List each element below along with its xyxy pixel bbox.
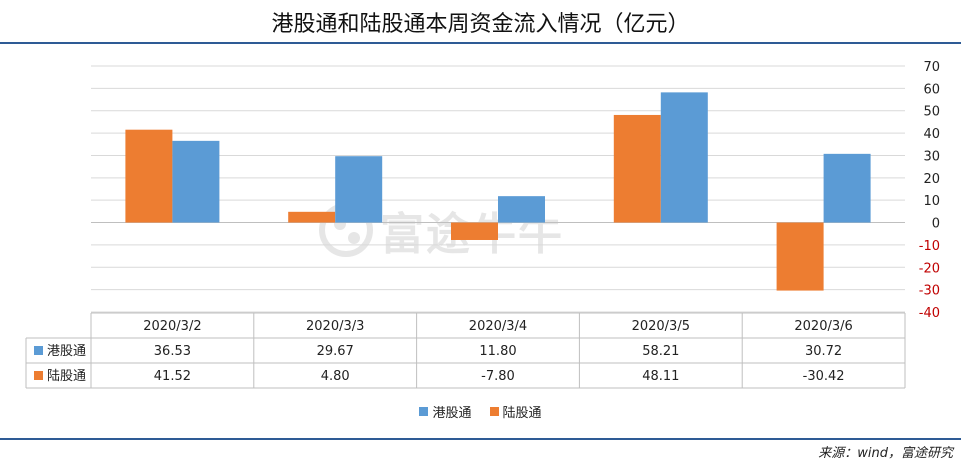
data-label: 41.52 — [154, 369, 191, 384]
y-tick-label: 20 — [923, 172, 940, 187]
data-label: 48.11 — [642, 369, 679, 384]
data-label: 11.80 — [479, 344, 516, 359]
bar-ganggutong — [823, 153, 871, 223]
x-tick-label: 2020/3/5 — [632, 319, 690, 334]
x-tick-label: 2020/3/2 — [143, 319, 201, 334]
bar-lugutong — [613, 114, 661, 223]
data-label: 29.67 — [317, 344, 354, 359]
x-tick-label: 2020/3/3 — [306, 319, 364, 334]
x-tick-label: 2020/3/4 — [469, 319, 527, 334]
bar-lugutong — [288, 211, 336, 223]
bar-ganggutong — [660, 92, 708, 223]
data-table: 2020/3/2 2020/3/3 2020/3/4 2020/3/5 2020/3/6… — [25, 312, 906, 389]
legend-label: 陆股通 — [502, 406, 542, 421]
bar-lugutong — [451, 222, 498, 240]
y-tick-label: -30 — [919, 284, 940, 299]
y-tick-label: -40 — [919, 306, 940, 321]
legend-item: 陆股通 — [489, 402, 542, 421]
data-label: -30.42 — [803, 369, 845, 384]
bar-lugutong — [125, 129, 173, 223]
legend-swatch — [489, 407, 499, 416]
table-row-swatch — [34, 371, 43, 380]
data-label: -7.80 — [481, 369, 515, 384]
y-tick-label: -10 — [919, 239, 940, 254]
legend-item: 港股通 — [419, 402, 472, 421]
data-label: 30.72 — [805, 344, 842, 359]
legend: 港股通 陆股通 — [0, 402, 961, 421]
y-tick-label: 50 — [923, 105, 940, 120]
table-row-label: 港股通 — [47, 344, 86, 359]
gridlines — [91, 65, 905, 313]
data-label: 4.80 — [321, 369, 350, 384]
y-tick-label: 10 — [923, 194, 940, 209]
y-tick-label: 30 — [923, 149, 940, 164]
legend-swatch — [419, 407, 429, 416]
y-tick-label: 60 — [923, 82, 940, 97]
title-divider — [0, 42, 961, 44]
y-tick-label: 40 — [923, 127, 940, 142]
source-note: 来源：wind，富途研究 — [818, 446, 953, 461]
bar-ganggutong — [335, 156, 383, 223]
bar-ganggutong — [172, 140, 220, 223]
y-tick-label: 70 — [923, 60, 940, 75]
y-axis-ticks: 70 60 50 40 30 20 10 0 -10 -20 -30 -40 — [919, 60, 940, 321]
bars — [125, 92, 871, 291]
data-label: 36.53 — [154, 344, 191, 359]
y-tick-label: 0 — [932, 217, 940, 232]
table-row-label: 陆股通 — [47, 368, 86, 384]
legend-label: 港股通 — [432, 406, 472, 421]
data-label: 58.21 — [642, 344, 679, 359]
table-row-swatch — [34, 346, 43, 355]
bar-lugutong — [776, 222, 824, 291]
x-tick-label: 2020/3/6 — [794, 319, 852, 334]
y-tick-label: -20 — [919, 261, 940, 276]
footer-divider — [0, 438, 961, 440]
bar-ganggutong — [498, 196, 545, 223]
chart-title: 港股通和陆股通本周资金流入情况（亿元） — [271, 12, 690, 37]
